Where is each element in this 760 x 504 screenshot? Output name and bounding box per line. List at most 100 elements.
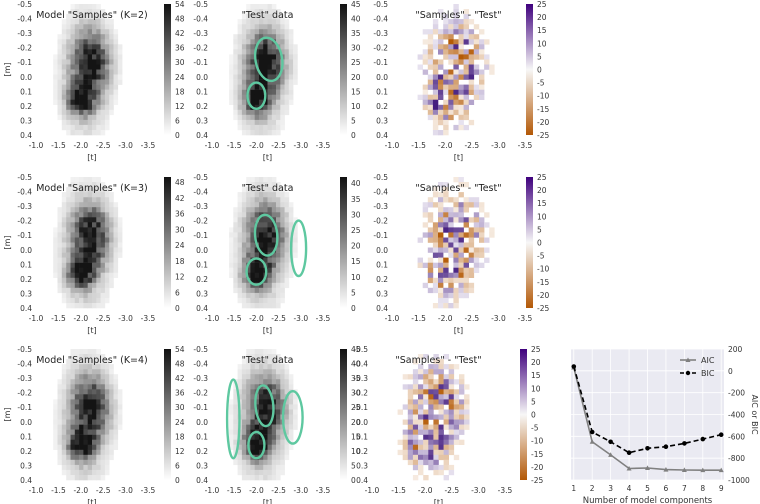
histogram-cell: [57, 39, 63, 45]
histogram-cell: [57, 384, 63, 390]
histogram-cell: [293, 217, 298, 223]
histogram-cell: [83, 469, 88, 476]
histogram-cell: [276, 379, 281, 385]
histogram-cell: [53, 84, 58, 90]
histogram-cell: [284, 212, 290, 218]
histogram-cell: [70, 429, 76, 435]
y-tick-label: 0.1: [376, 260, 388, 269]
histogram-cell: [96, 369, 101, 375]
y-tick-label: -0.4: [17, 188, 32, 197]
histogram-cell: [233, 247, 238, 253]
histogram-cell: [254, 303, 260, 309]
histogram-cell: [267, 197, 273, 203]
histogram-cell: [70, 257, 76, 263]
histogram-cell: [412, 419, 419, 425]
histogram-cell: [104, 64, 110, 70]
histogram-cell: [427, 197, 434, 203]
histogram-cell: [87, 384, 93, 390]
histogram-cell: [233, 237, 238, 243]
histogram-cell: [104, 287, 110, 294]
histogram-cell: [53, 242, 58, 248]
histogram-cell: [276, 272, 281, 278]
histogram-cell: [66, 212, 71, 218]
histogram-cell: [473, 49, 480, 55]
histogram-cell: [61, 444, 67, 450]
histogram-cell: [96, 297, 101, 304]
histogram-cell: [79, 69, 84, 75]
histogram-cell: [74, 247, 80, 253]
y-tick-label: 0.1: [196, 87, 208, 96]
histogram-cell: [74, 272, 80, 278]
histogram-cell: [468, 39, 475, 45]
y-tick-label: 0.2: [376, 275, 388, 284]
histogram-cell: [288, 207, 294, 213]
histogram-cell: [473, 202, 480, 208]
histogram-cell: [458, 202, 464, 208]
y-tick-label: -0.2: [17, 217, 32, 226]
histogram-cell: [96, 59, 101, 65]
histogram-cell: [280, 84, 285, 90]
histogram-cell: [438, 59, 444, 65]
histogram-cell: [271, 424, 277, 430]
histogram-cell: [254, 267, 260, 273]
histogram-cell: [284, 197, 290, 203]
histogram-cell: [70, 277, 76, 284]
x-tick-label: -2.5: [271, 314, 286, 323]
histogram-cell: [280, 34, 285, 40]
histogram-cell: [57, 212, 63, 218]
histogram-cell: [468, 282, 475, 289]
histogram-cell: [263, 124, 268, 131]
histogram-cell: [57, 252, 63, 258]
histogram-cell: [254, 459, 260, 466]
histogram-cell: [453, 59, 459, 65]
histogram-cell: [79, 29, 84, 35]
histogram-cell: [66, 267, 71, 273]
histogram-cell: [87, 182, 93, 188]
histogram-cell: [96, 54, 101, 60]
histogram-cell: [433, 459, 439, 466]
histogram-cell: [79, 272, 84, 278]
histogram-cell: [100, 59, 106, 65]
histogram-cell: [453, 429, 460, 435]
histogram-cell: [79, 24, 84, 30]
histogram-cell: [87, 242, 93, 248]
histogram-cell: [61, 19, 67, 25]
histogram-cell: [438, 39, 444, 45]
histogram-cell: [280, 247, 285, 253]
histogram-cell: [113, 207, 119, 213]
histogram-cell: [254, 475, 260, 481]
histogram-cell: [271, 54, 277, 60]
histogram-cell: [267, 464, 273, 471]
histogram-cell: [453, 434, 460, 440]
histogram-cell: [453, 272, 459, 278]
histogram-cell: [284, 69, 290, 75]
histogram-cell: [241, 414, 247, 420]
histogram-cell: [459, 389, 465, 395]
histogram-cell: [259, 242, 264, 248]
colorbar-tick-label: 0: [175, 131, 180, 140]
histogram-cell: [250, 177, 255, 183]
histogram-cell: [83, 434, 88, 440]
histogram-cell: [479, 54, 485, 60]
x-axis-label: [t]: [263, 326, 272, 335]
x-tick-label: -3.0: [293, 141, 308, 150]
histogram-cell: [61, 202, 67, 208]
x-axis-label: [t]: [454, 153, 463, 162]
colorbar-tick-label: -15: [537, 278, 549, 287]
histogram-cell: [92, 74, 97, 80]
histogram-cell: [438, 29, 444, 35]
histogram-cell: [453, 39, 459, 45]
y-tick-label: 0.2: [376, 102, 388, 111]
histogram-cell: [74, 222, 80, 228]
histogram-cell: [443, 262, 449, 268]
histogram-cell: [288, 429, 294, 435]
histogram-cell: [237, 394, 243, 400]
histogram-cell: [250, 364, 255, 370]
x-tick-label: 2: [590, 484, 595, 493]
histogram-cell: [61, 24, 67, 30]
histogram-cell: [57, 227, 63, 233]
histogram-cell: [267, 14, 273, 20]
histogram-cell: [79, 9, 84, 15]
histogram-cell: [241, 459, 247, 466]
histogram-cell: [271, 262, 277, 268]
